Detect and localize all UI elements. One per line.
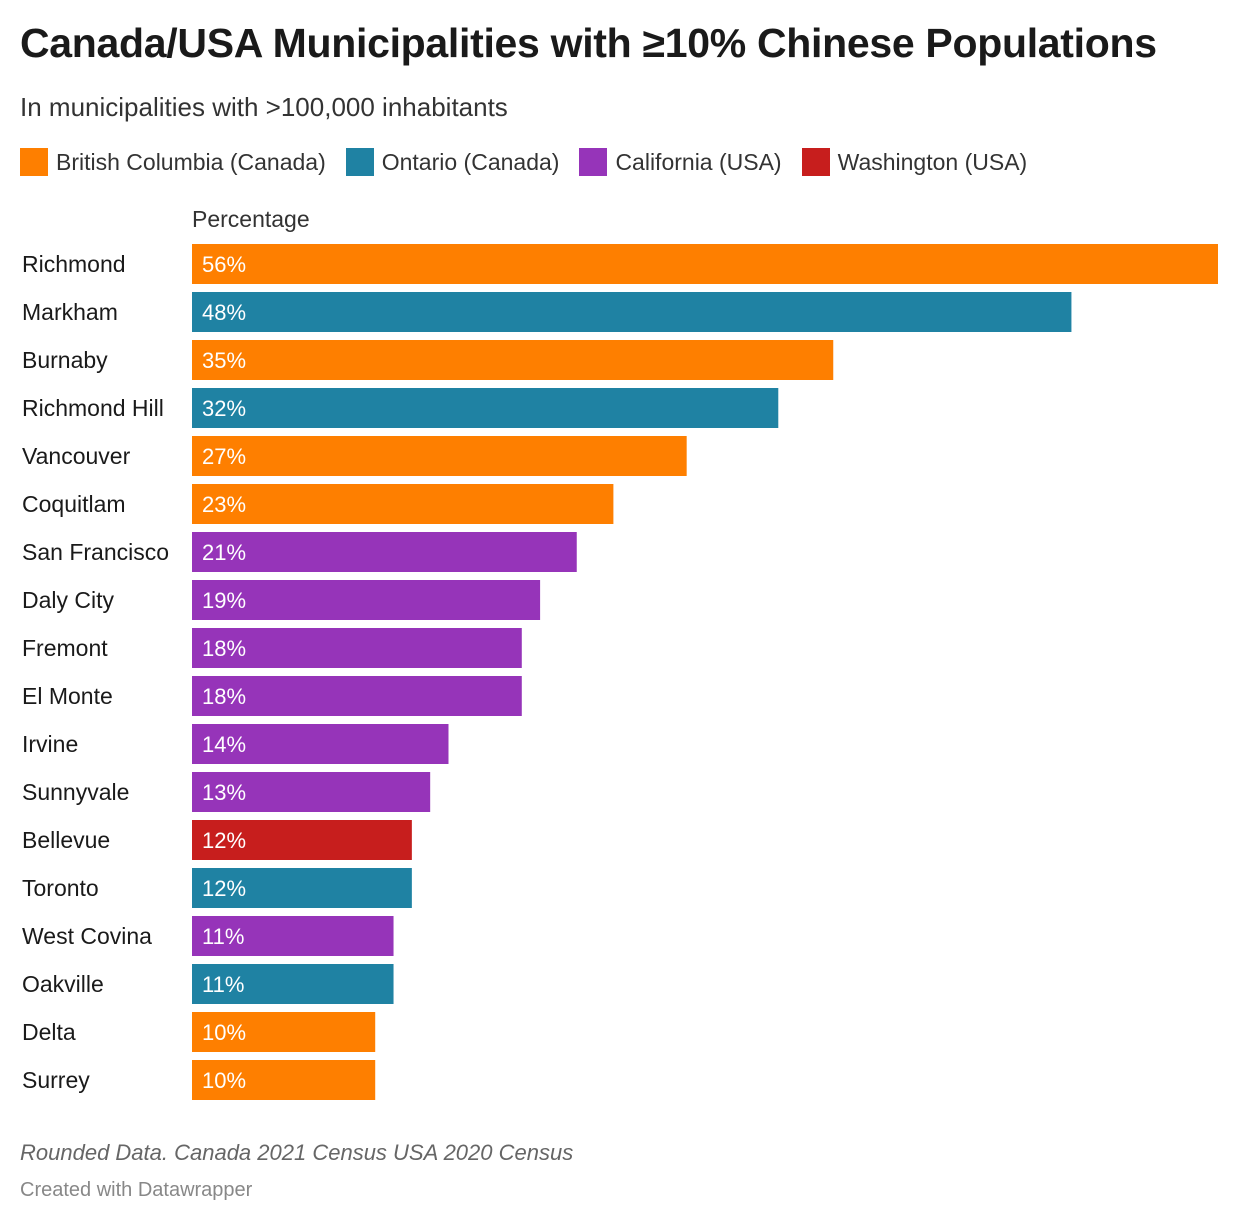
bar-toronto [192, 868, 412, 908]
source-note: Rounded Data. Canada 2021 Census USA 202… [20, 1140, 574, 1165]
legend-swatch-washington [801, 148, 830, 176]
bar-west-covina [192, 916, 394, 956]
row-label-coquitlam: Coquitlam [22, 491, 126, 517]
bar-value-label-oakville: 11% [202, 972, 244, 997]
bar-value-label-surrey: 10% [202, 1068, 246, 1093]
legend-label-british-columbia: British Columbia (Canada) [56, 148, 326, 175]
bar-value-label-richmond: 56% [202, 252, 246, 277]
legend-label-washington: Washington (USA) [837, 148, 1028, 175]
bar-value-label-burnaby: 35% [202, 348, 246, 373]
bar-value-label-coquitlam: 23% [202, 492, 246, 517]
row-label-west-covina: West Covina [22, 923, 152, 949]
row-label-vancouver: Vancouver [22, 443, 131, 469]
credit-line: Created with Datawrapper [20, 1179, 253, 1201]
bar-bellevue [192, 820, 412, 860]
legend-swatch-ontario [345, 148, 374, 176]
row-label-san-francisco: San Francisco [22, 539, 169, 565]
row-label-el-monte: El Monte [22, 683, 113, 709]
column-header: Percentage [192, 206, 310, 232]
row-label-delta: Delta [22, 1019, 76, 1045]
bar-burnaby [192, 340, 834, 380]
bar-richmond-hill [192, 388, 779, 428]
row-label-oakville: Oakville [22, 971, 104, 997]
bar-el-monte [192, 676, 522, 716]
bar-coquitlam [192, 484, 614, 524]
legend-item-british-columbia: British Columbia (Canada) [20, 148, 326, 176]
legend-item-ontario: Ontario (Canada) [345, 148, 560, 176]
bar-value-label-fremont: 18% [202, 636, 246, 661]
bar-irvine [192, 724, 449, 764]
legend-swatch-british-columbia [20, 148, 48, 176]
bar-vancouver [192, 436, 687, 476]
row-label-daly-city: Daly City [22, 587, 115, 613]
row-label-bellevue: Bellevue [22, 827, 110, 853]
bar-san-francisco [192, 532, 577, 572]
bar-richmond [192, 244, 1218, 284]
bar-value-label-richmond-hill: 32% [202, 396, 246, 421]
legend-item-washington: Washington (USA) [801, 148, 1028, 176]
row-label-surrey: Surrey [22, 1067, 90, 1093]
bar-value-label-west-covina: 11% [202, 924, 244, 949]
bar-value-label-irvine: 14% [202, 732, 246, 757]
bar-value-label-delta: 10% [202, 1020, 246, 1045]
row-label-richmond-hill: Richmond Hill [22, 395, 164, 421]
bar-fremont [192, 628, 522, 668]
bar-markham [192, 292, 1072, 332]
bar-value-label-sunnyvale: 13% [202, 780, 246, 805]
legend-swatch-california [579, 148, 608, 176]
bar-surrey [192, 1060, 376, 1100]
chart-subtitle: In municipalities with >100,000 inhabita… [20, 92, 508, 122]
row-label-burnaby: Burnaby [22, 347, 108, 373]
bar-value-label-vancouver: 27% [202, 444, 246, 469]
row-label-richmond: Richmond [22, 251, 126, 277]
bar-delta [192, 1012, 376, 1052]
bar-oakville [192, 964, 394, 1004]
bar-value-label-markham: 48% [202, 300, 246, 325]
row-label-irvine: Irvine [22, 731, 78, 757]
legend-label-ontario: Ontario (Canada) [381, 148, 560, 175]
bar-sunnyvale [192, 772, 431, 812]
legend-item-california: California (USA) [579, 148, 782, 176]
bar-value-label-el-monte: 18% [202, 684, 246, 709]
bar-value-label-toronto: 12% [202, 876, 246, 901]
bar-value-label-bellevue: 12% [202, 828, 246, 853]
row-label-fremont: Fremont [22, 635, 108, 661]
bar-daly-city [192, 580, 541, 620]
bar-value-label-san-francisco: 21% [202, 540, 246, 565]
legend: British Columbia (Canada) Ontario (Canad… [20, 148, 1027, 176]
chart-title: Canada/USA Municipalities with ≥10% Chin… [20, 20, 1157, 66]
row-label-markham: Markham [22, 299, 118, 325]
bar-value-label-daly-city: 19% [202, 588, 246, 613]
row-label-sunnyvale: Sunnyvale [22, 779, 129, 805]
row-label-toronto: Toronto [22, 875, 99, 901]
bar-chart: Richmond 56% Markham 48% Burnaby 35% Richmond … [22, 244, 1218, 1100]
legend-label-california: California (USA) [615, 148, 782, 175]
